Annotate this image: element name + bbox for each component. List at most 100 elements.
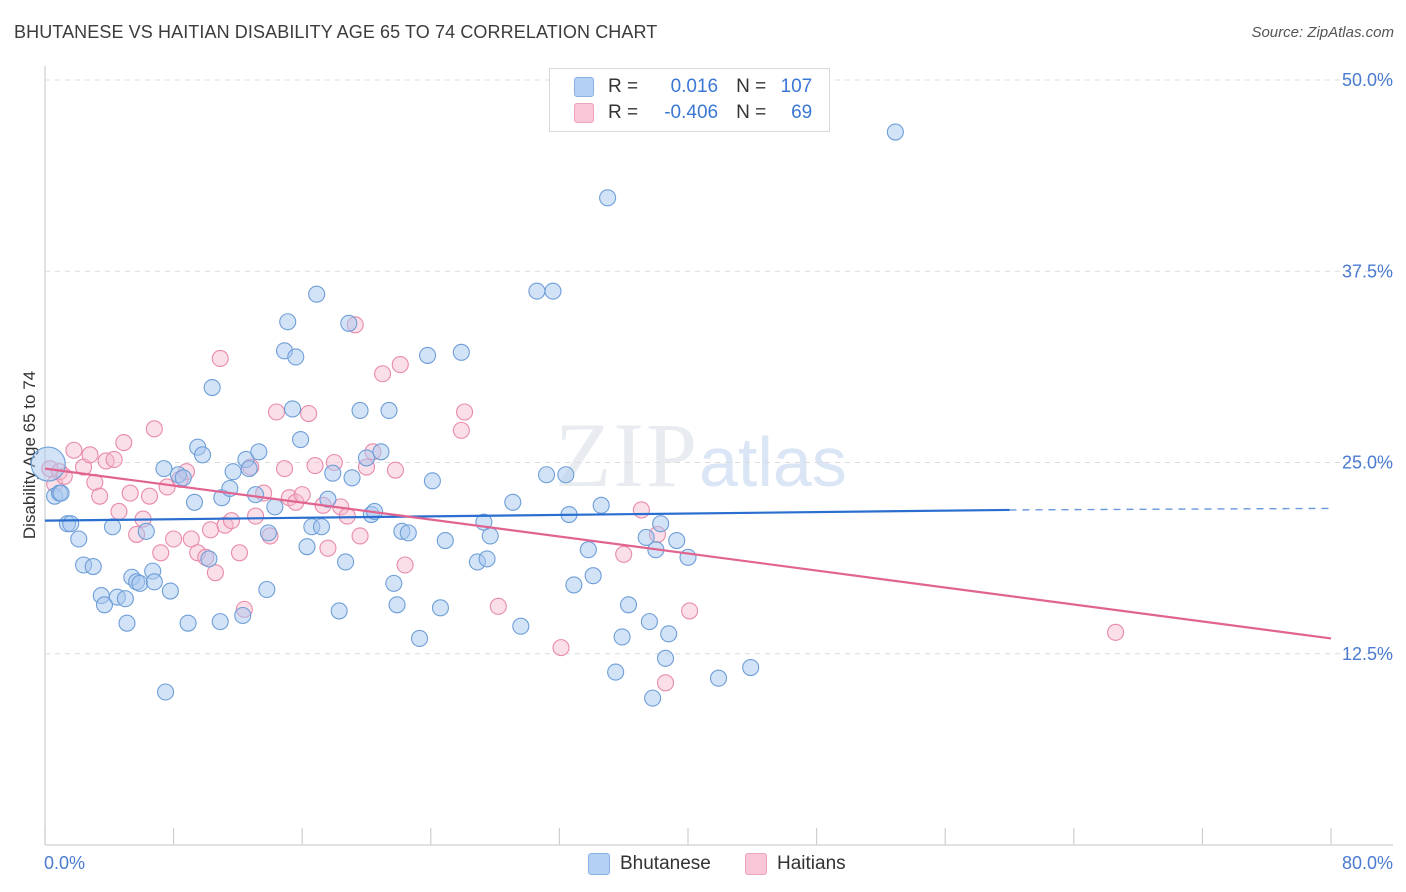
haitians-point <box>489 597 507 615</box>
bhutanese-point <box>644 689 662 707</box>
bhutanese-point <box>174 469 192 487</box>
haitians-point <box>1107 623 1125 641</box>
haitians-point <box>91 487 109 505</box>
legend-row-bhutanese: R = 0.016 N = 107 <box>574 74 812 100</box>
legend-r-label: R = <box>608 76 639 97</box>
bhutanese-point <box>52 484 70 502</box>
bhutanese-point <box>452 343 470 361</box>
legend-row-haitians: R = -0.406 N = 69 <box>574 100 812 126</box>
haitians-point <box>615 545 633 563</box>
tick-labels: 12.5% 25.0% 37.5% 50.0% 0.0% 80.0% <box>44 70 1393 873</box>
haitians-point <box>300 404 318 423</box>
haitians-point <box>182 530 200 548</box>
bhutanese-point <box>324 464 342 482</box>
bhutanese-point <box>211 613 229 631</box>
haitians-point <box>65 441 83 459</box>
haitians-point <box>110 502 128 521</box>
haitians-point <box>391 356 409 374</box>
bhutanese-point <box>709 669 728 687</box>
bhutanese-point <box>481 527 499 545</box>
bhutanese-point <box>652 515 670 533</box>
x-tick-label-max: 80.0% <box>1342 853 1393 873</box>
bhutanese-point <box>380 401 398 420</box>
haitians-point <box>351 527 369 545</box>
bhutanese-point <box>584 567 602 585</box>
bhutanese-point <box>200 550 218 568</box>
bhutanese-point <box>224 463 242 481</box>
bhutanese-point <box>351 401 369 420</box>
haitians-point <box>386 461 404 479</box>
haitians-point <box>222 512 241 530</box>
bhutanese-point <box>259 524 277 542</box>
bottom-legend-bhutanese: Bhutanese <box>588 851 711 877</box>
haitians-point <box>158 478 176 496</box>
watermark: ZIPatlas <box>555 402 847 508</box>
watermark-zip: ZIP <box>555 404 699 506</box>
bhutanese-point <box>84 557 102 576</box>
haitians-point <box>140 487 159 505</box>
bhutanese-point <box>528 282 546 300</box>
bhutanese-swatch <box>588 853 610 875</box>
bhutanese-point <box>599 189 617 207</box>
bhutanese-point <box>385 574 403 592</box>
bhutanese-point <box>118 614 136 632</box>
bhutanese-point <box>742 658 760 677</box>
haitians-point <box>152 544 170 562</box>
haitians-point <box>202 521 220 539</box>
haitians-point <box>121 484 139 502</box>
chart-title: BHUTANESE VS HAITIAN DISABILITY AGE 65 T… <box>14 22 658 42</box>
bhutanese-point <box>656 649 675 667</box>
bhutanese-swatch <box>574 77 594 97</box>
bhutanese-point <box>161 582 179 600</box>
bhutanese-point <box>250 443 268 461</box>
haitians-point <box>374 365 392 383</box>
haitians-point <box>267 403 286 421</box>
bhutanese-point <box>179 614 197 632</box>
trend-lines <box>44 467 1332 640</box>
bhutanese-point <box>410 629 429 648</box>
bhutanese-point <box>185 493 204 511</box>
bhutanese-point <box>637 528 655 547</box>
bhutanese-point <box>372 443 390 461</box>
y-tick-label: 37.5% <box>1342 261 1393 281</box>
series-name-bhutanese: Bhutanese <box>620 853 711 874</box>
bhutanese-point <box>512 617 530 635</box>
haitians-point <box>81 446 99 464</box>
bhutanese-trend-extension <box>1009 507 1332 511</box>
haitians-point <box>656 674 675 692</box>
haitians-point <box>230 544 249 562</box>
x-tick-label-min: 0.0% <box>44 853 85 873</box>
source-credit: Source: ZipAtlas.com <box>1251 24 1394 41</box>
bhutanese-point <box>203 378 221 397</box>
legend-n-label: N = <box>736 76 767 97</box>
haitians-point <box>275 460 294 478</box>
bhutanese-point <box>279 313 297 331</box>
bhutanese-point <box>266 498 284 516</box>
bhutanese-point <box>357 449 376 467</box>
bhutanese-point <box>340 314 358 332</box>
series-name-haitians: Haitians <box>777 853 846 874</box>
bhutanese-point <box>287 348 305 366</box>
legend-n-value: 107 <box>780 76 813 97</box>
bhutanese-point <box>544 282 562 300</box>
bhutanese-point <box>640 613 658 631</box>
y-tick-label: 25.0% <box>1342 453 1393 473</box>
legend-r-value: -0.406 <box>664 102 719 123</box>
grid-lines <box>45 79 1393 655</box>
bhutanese-point <box>592 496 610 514</box>
bhutanese-point <box>607 663 625 681</box>
bhutanese-point <box>388 596 406 614</box>
bhutanese-point <box>537 466 556 484</box>
haitians-point <box>319 539 337 557</box>
bhutanese-point <box>234 606 252 625</box>
bhutanese-point <box>62 515 80 533</box>
bhutanese-point <box>95 596 114 614</box>
haitians-swatch <box>574 103 594 123</box>
bhutanese-point <box>330 602 348 620</box>
bhutanese-point <box>565 576 583 594</box>
bhutanese-point <box>258 580 276 599</box>
haitians-point <box>211 349 229 368</box>
watermark-atlas: atlas <box>699 423 847 501</box>
bhutanese-point <box>298 538 316 556</box>
